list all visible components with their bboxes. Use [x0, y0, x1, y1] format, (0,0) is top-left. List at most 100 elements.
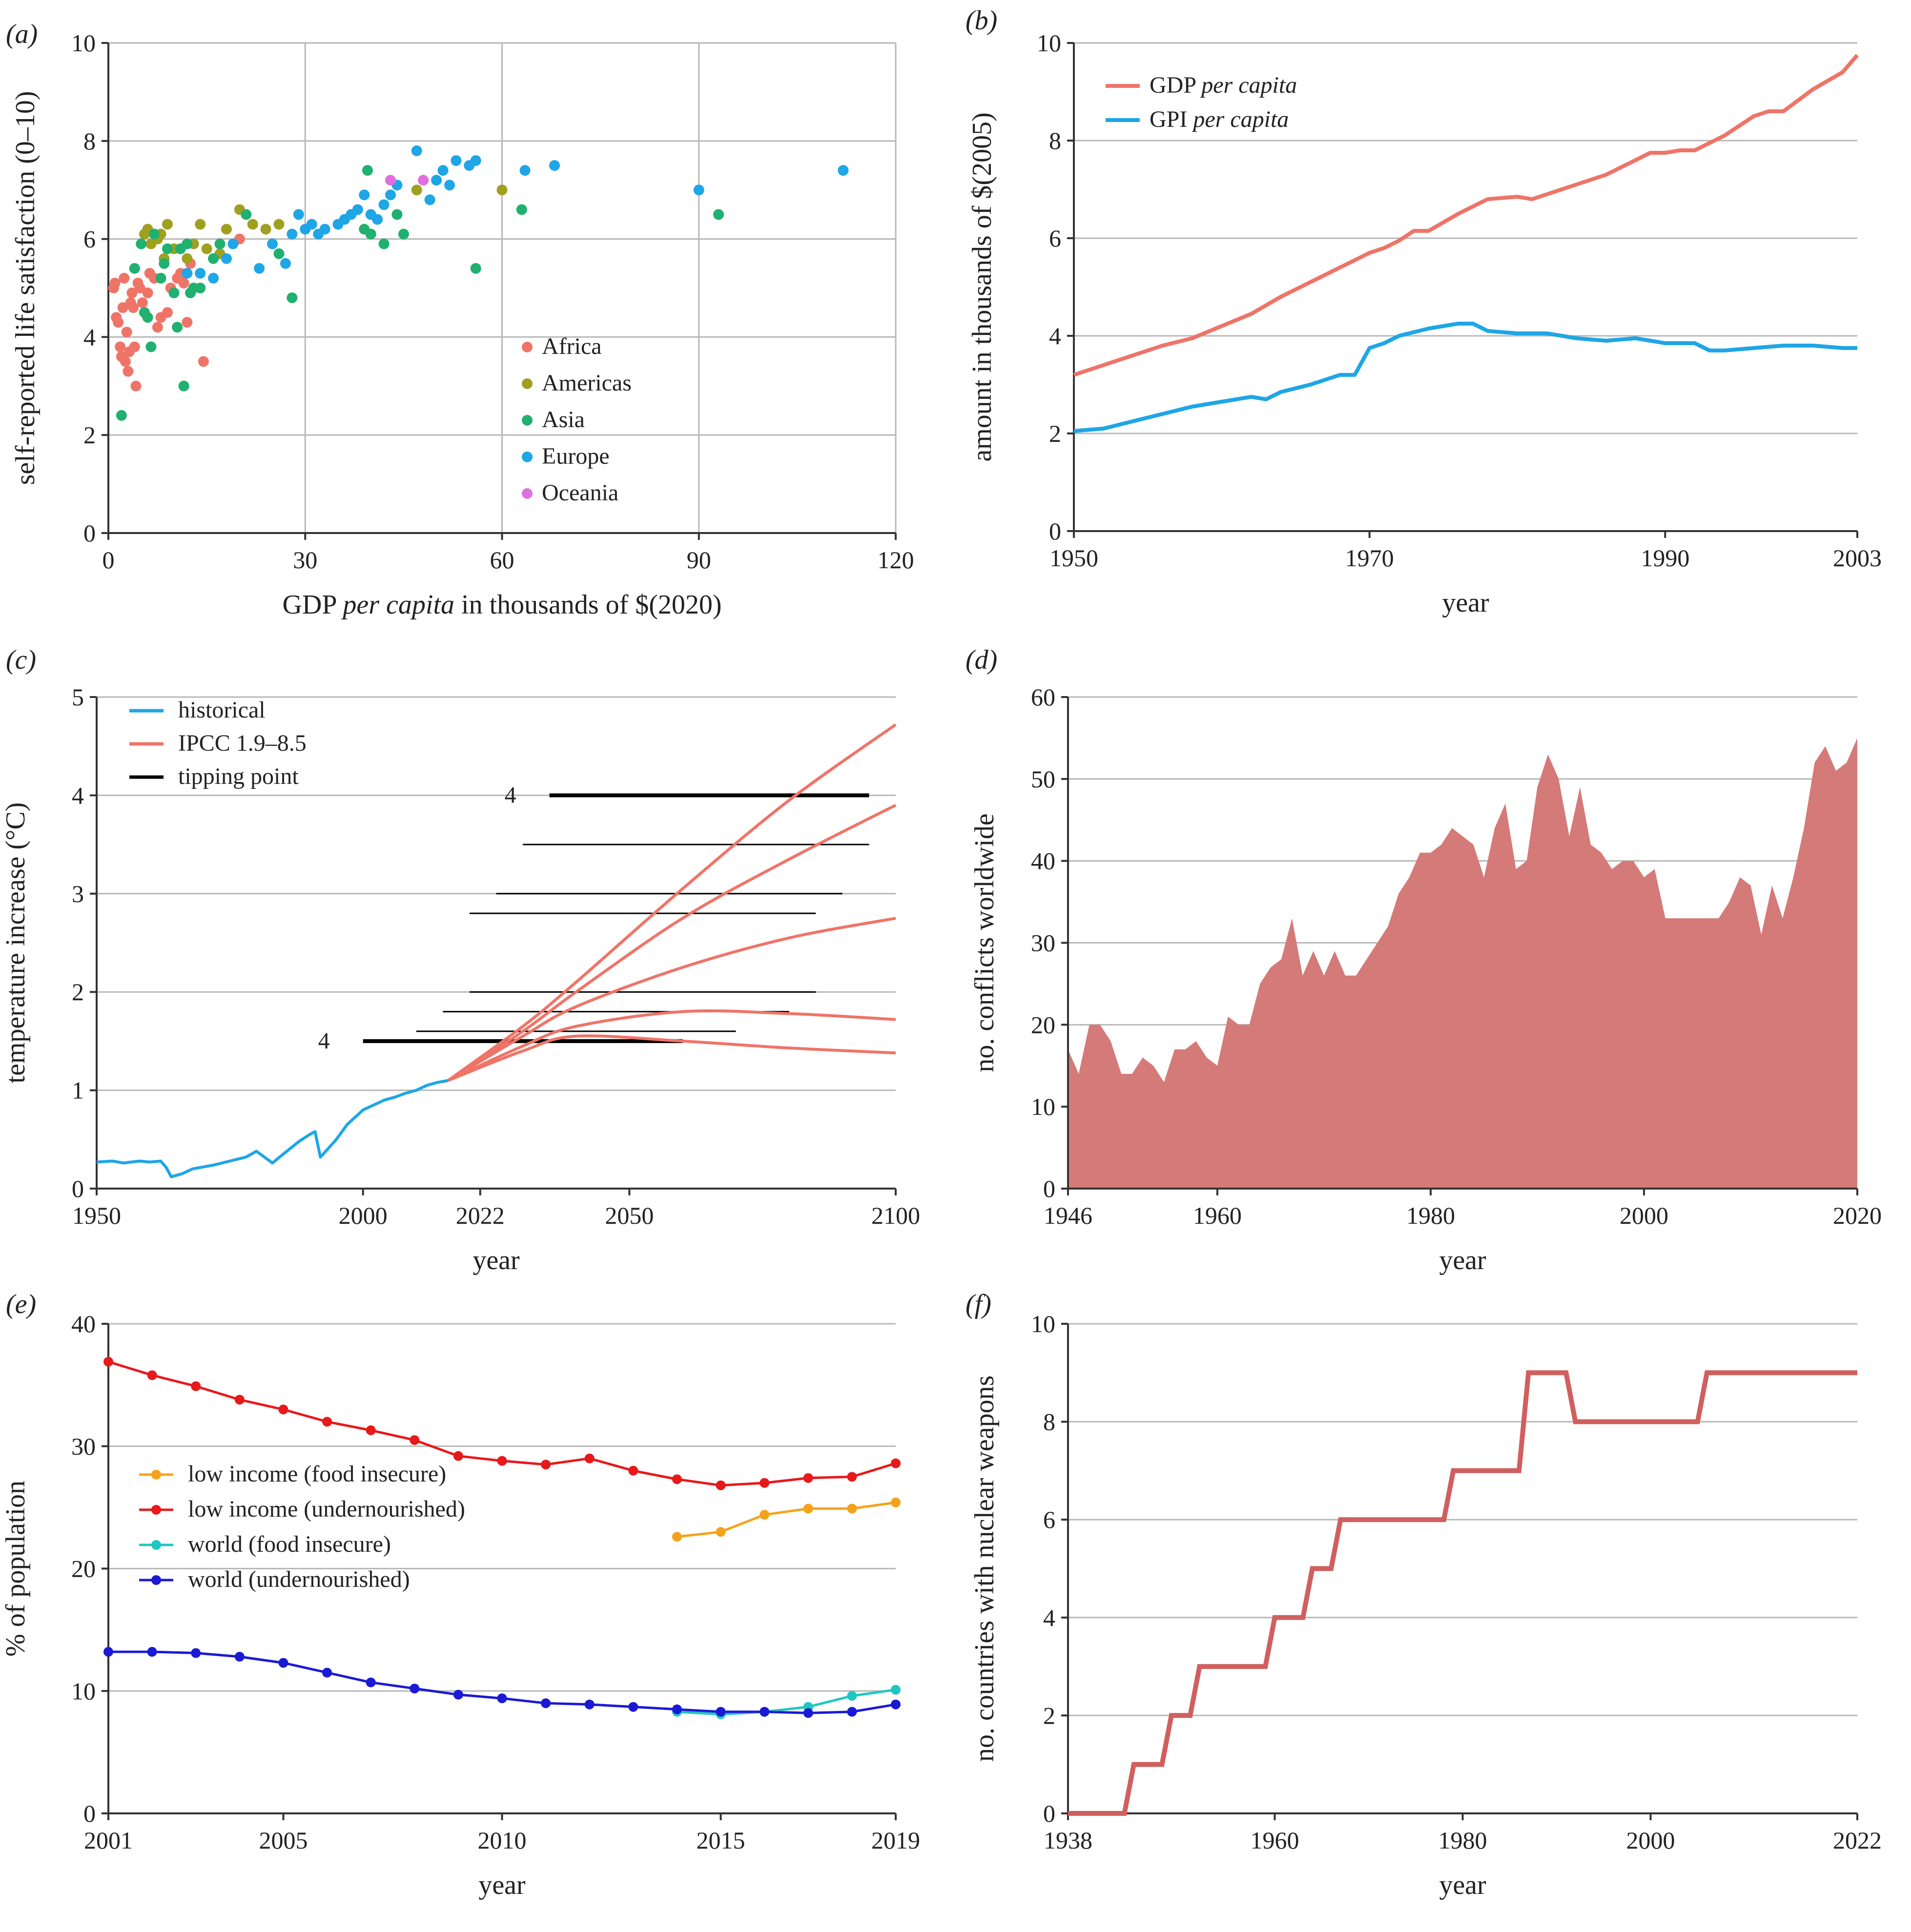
x-axis-label: year	[478, 1870, 526, 1900]
data-point-europe	[437, 165, 449, 176]
y-axis-label: amount in thousands of $(2005)	[967, 112, 997, 461]
series-line-gdp	[1073, 54, 1859, 377]
x-tick-label: 1970	[1345, 544, 1394, 572]
legend-marker	[151, 1575, 161, 1585]
data-point-europe	[424, 194, 435, 206]
series-line	[677, 1688, 896, 1716]
panel-d-conflicts-area: 0 10 20 30 40 50 60 1946 1960 1980 2000 2020 (d) year…	[966, 645, 1882, 1275]
x-tick-label: 2000	[339, 1202, 388, 1229]
y-tick-label: 20	[1031, 1011, 1055, 1038]
series-marker	[453, 1689, 463, 1700]
data-point-asia	[241, 209, 252, 220]
panel-e-undernourishment: 0 10 20 30 40 2001 2005 2010 2015 2019 (e) year % of…	[0, 1289, 920, 1900]
data-point-asia	[378, 238, 390, 249]
data-point-europe	[372, 214, 383, 225]
series-marker	[366, 1425, 376, 1436]
x-tick-label: 2001	[84, 1827, 133, 1854]
series-marker	[234, 1395, 245, 1405]
data-point-africa	[120, 356, 131, 367]
data-point-europe	[451, 155, 462, 166]
x-tick-label: 2019	[871, 1827, 920, 1854]
y-tick-label: 0	[83, 1800, 96, 1827]
series-marker	[410, 1684, 420, 1694]
legend-label: GPI per capita	[1150, 106, 1289, 132]
y-tick-label: 0	[1049, 517, 1061, 545]
y-tick-label: 2	[83, 421, 96, 449]
y-tick-label: 60	[1031, 683, 1055, 711]
data-point-europe	[227, 238, 239, 249]
series-marker	[672, 1474, 682, 1484]
data-point-asia	[155, 272, 166, 284]
panel-f-nuclear-weapons: 0 2 4 6 8 10 1938 1960 1980 2000 2022 (f) year no. co…	[966, 1289, 1882, 1900]
panel-b-gdp-gpi-lines: 0 2 4 6 8 10 1950 1970 1990 2003 (b) year amount in …	[966, 5, 1882, 618]
x-tick-label: 1980	[1406, 1202, 1455, 1229]
data-point-asia	[398, 228, 409, 240]
historical-line	[96, 1079, 449, 1178]
y-tick-label: 0	[83, 519, 96, 547]
series-marker	[716, 1706, 726, 1717]
series-marker	[584, 1453, 595, 1463]
x-axis-label: year	[1439, 1870, 1486, 1900]
y-tick-label: 10	[1031, 1093, 1055, 1120]
panel-label: (c)	[6, 645, 36, 675]
data-point-africa	[121, 327, 132, 338]
data-point-africa	[126, 288, 138, 299]
data-point-europe	[519, 165, 531, 176]
data-point-africa	[182, 317, 193, 328]
data-point-oceania	[385, 175, 396, 186]
series-marker	[847, 1706, 857, 1717]
data-point-americas	[273, 219, 285, 230]
data-point-europe	[359, 189, 370, 201]
y-tick-label: 10	[71, 1677, 96, 1705]
data-point-americas	[201, 243, 212, 254]
data-point-asia	[195, 283, 206, 293]
y-tick-label: 6	[83, 226, 96, 253]
data-point-asia	[136, 238, 147, 249]
ipcc-scenario-line	[447, 917, 896, 1082]
legend-label: GDP per capita	[1150, 72, 1297, 98]
x-tick-label: 60	[490, 546, 514, 574]
data-point-europe	[182, 267, 193, 279]
panel-a-scatter: 0 2 4 6 8 10 0 30 60 90 120 (a) GDP per capita in th…	[6, 19, 914, 620]
x-axis-label-part: in thousands of $(2020)	[454, 590, 722, 620]
series-marker	[541, 1698, 551, 1708]
data-point-europe	[470, 155, 481, 166]
x-axis-label-italic: per capita	[341, 590, 454, 620]
series-marker	[628, 1465, 638, 1476]
y-tick-label: 6	[1043, 1506, 1055, 1533]
x-axis-label: year	[1439, 1245, 1486, 1275]
legend-label-part: GDP	[1150, 72, 1201, 98]
x-axis-label: GDP per capita in thousands of $(2020)	[282, 590, 721, 620]
data-point-asia	[168, 288, 180, 299]
y-axis-label: temperature increase (°C)	[0, 802, 31, 1084]
x-tick-label: 30	[293, 546, 317, 574]
y-tick-label: 30	[1031, 929, 1055, 957]
legend-label-italic: per capita	[1200, 72, 1297, 98]
tipping-point-label: 4	[318, 1028, 330, 1054]
legend-marker	[522, 378, 533, 389]
series-marker	[584, 1699, 595, 1709]
series-marker	[803, 1473, 813, 1483]
data-point-asia	[365, 228, 376, 240]
data-point-africa	[129, 341, 140, 352]
data-point-europe	[293, 209, 304, 220]
data-point-europe	[267, 238, 278, 249]
series-marker	[103, 1647, 113, 1657]
data-point-europe	[319, 224, 330, 235]
legend-label: world (food insecure)	[188, 1531, 391, 1557]
data-point-americas	[260, 224, 271, 235]
y-tick-label: 10	[71, 29, 96, 57]
y-tick-label: 4	[83, 323, 96, 350]
series-marker	[847, 1472, 857, 1482]
series-line-gpi	[1073, 322, 1857, 433]
series-marker	[891, 1498, 901, 1508]
legend-label: historical	[178, 697, 266, 723]
series-marker	[278, 1658, 288, 1668]
x-tick-label: 1960	[1251, 1827, 1299, 1854]
x-tick-label: 1980	[1438, 1827, 1487, 1854]
tipping-point-label: 4	[505, 782, 516, 808]
data-point-europe	[444, 180, 455, 191]
panel-label: (e)	[6, 1289, 36, 1319]
data-point-asia	[162, 243, 173, 254]
series-marker	[147, 1370, 157, 1380]
